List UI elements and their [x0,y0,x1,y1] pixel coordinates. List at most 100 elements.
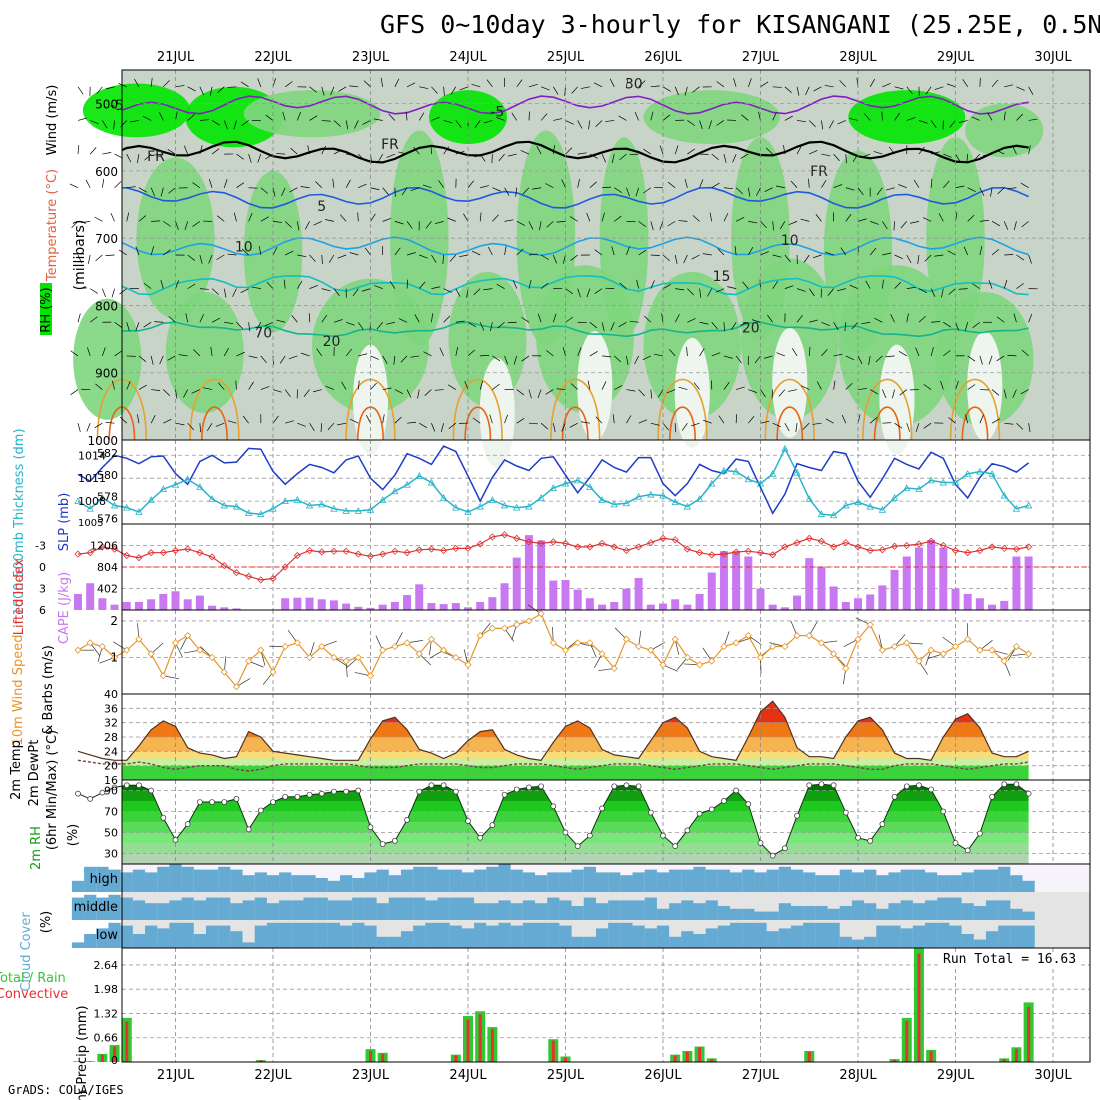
wind-barb [809,120,816,128]
lifted-index-marker [976,546,984,555]
pressure-tick-label: 700 [95,232,118,246]
thickness-marker [927,476,935,484]
wind-barb [699,179,704,188]
wind-barb [333,149,343,155]
wind10-marker [756,653,765,662]
cape-bar [524,535,533,610]
precip-tick-label: 2.64 [94,959,119,972]
wind-barb [135,322,140,331]
warm-core-contour [657,378,708,441]
cloud-row-label: middle [74,900,118,915]
wind-barb [636,279,639,289]
wind-barb [580,421,590,424]
wind-barb [693,382,700,390]
cloud-bar [120,872,133,892]
wind-barb [284,389,291,398]
lifted-index-marker [525,538,533,546]
wind-barb [595,120,603,127]
wind10-marker [1012,642,1021,651]
wind-barb [678,386,688,390]
wind-barb [545,183,554,189]
wind-barb [175,422,185,426]
cloud-bar [71,897,85,920]
rh2m-band [122,853,1029,864]
wind-barb [991,418,1001,424]
wind-barb [556,221,566,223]
thickness-marker [403,480,411,488]
wind10-marker [781,642,789,651]
wind-barb [102,347,106,357]
wind-barb [483,120,493,124]
lifted-index-marker [549,538,557,546]
wind-barb [626,415,632,424]
cloud-bar [730,922,743,948]
rh-region [965,103,1044,158]
thickness-marker [951,478,960,486]
wind-barb [175,85,185,88]
cloud-bar [815,906,828,920]
wind-barb [723,187,733,190]
wind10-barb [346,657,359,669]
cloud-bar [595,872,609,892]
wind-barb [900,221,908,229]
wind-barb [874,317,883,323]
temperature-legend-label: Temperature (°C) [45,169,60,282]
wind-barb [943,153,952,158]
cloud-bar [608,872,621,892]
temp-tick-label: 40 [104,688,118,701]
wind-barb [1016,283,1024,289]
wind-barb [77,313,81,323]
cloud-bar [437,869,450,892]
wind-barb [873,151,883,155]
lifted-index-marker [476,540,484,548]
rh2m-band [122,822,1029,833]
chart-title: GFS 0~10day 3-hourly for KISANGANI (25.2… [380,10,1100,39]
cloud-bar [510,869,523,892]
wind-barb [569,216,578,222]
wind-barb [338,86,347,92]
thickness-marker [769,469,777,477]
cloud-bar [205,897,219,920]
contour-label: -5 [110,98,124,114]
wind-barb [303,389,310,397]
wind-barb [178,354,188,357]
cloud-bar [437,897,450,920]
wind-barb [217,86,225,93]
wind-barb [209,86,213,96]
wind-barb [556,388,566,390]
wind-barb [312,389,322,393]
rh2m-marker [696,810,703,817]
contour-label: 5 [317,199,326,215]
wind-barb [143,321,152,328]
wind-barb [595,416,603,424]
wind-barb [988,355,993,365]
wind-barb [281,187,286,197]
wind-barb [840,247,847,256]
wind-barb [852,153,859,162]
cape-bar [159,593,168,610]
bottom-day-label: 28JUL [839,1068,877,1083]
wind-barb [1003,279,1008,289]
cloud-bar [827,875,840,892]
wind-barb [467,349,476,357]
wind-barb [552,145,555,155]
rh2m-tick-label: 70 [104,806,118,819]
cloud-bar [559,925,572,948]
thickness-marker [866,502,874,510]
cloud-bar [876,875,889,892]
cloud-bar [486,866,499,892]
wind-barb [784,115,793,121]
wind-barb [788,221,798,226]
cloud-bar [559,872,572,892]
cloud-bar [449,925,462,948]
thickness-marker [354,507,362,514]
thickness-marker [610,500,618,508]
cloud-bar [400,931,414,948]
wind-barb [922,217,932,222]
wind-barb [723,382,730,390]
cloud-bar [644,928,657,948]
wind-barb [105,421,115,424]
wind10-marker [830,650,838,658]
precip-tick-label: 1.32 [94,1007,119,1020]
